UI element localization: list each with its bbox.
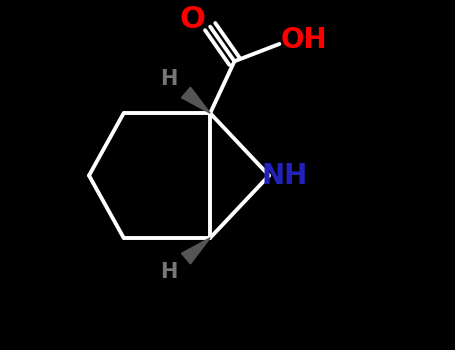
Text: H: H xyxy=(160,262,177,282)
Text: OH: OH xyxy=(280,27,327,55)
Polygon shape xyxy=(182,238,210,264)
Text: NH: NH xyxy=(262,161,308,189)
Text: H: H xyxy=(160,69,177,89)
Polygon shape xyxy=(182,87,210,113)
Text: O: O xyxy=(180,5,206,34)
